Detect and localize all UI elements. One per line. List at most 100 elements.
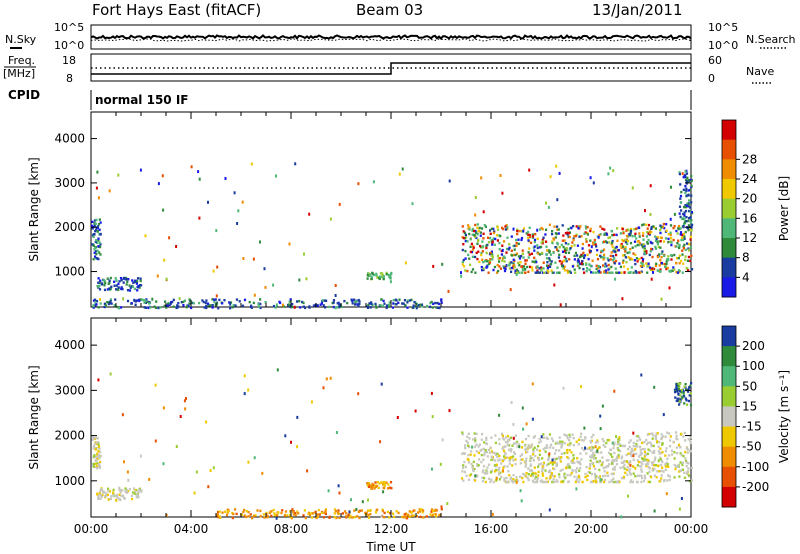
power-cell [319,303,322,306]
power-cell [538,267,541,270]
power-cell [654,227,657,230]
power-cell [558,271,561,274]
velocity-cell [475,450,478,453]
power-cell [370,277,373,281]
velocity-cell [594,479,598,482]
power-cell [469,250,472,254]
velocity-cell [98,462,101,465]
velocity-cell [668,475,671,478]
velocity-xtick-label: 00:00 [674,522,709,536]
power-cell [477,239,480,243]
velocity-cell [261,471,264,475]
power-cell [562,259,566,262]
power-colorbar-label: 20 [742,192,757,206]
power-cell [553,283,556,287]
velocity-cell [527,444,530,447]
velocity-cell [546,480,549,483]
velocity-cell [537,465,540,468]
power-cell [680,233,684,237]
velocity-cell [551,474,555,477]
power-cell [678,172,681,176]
velocity-cell [534,476,538,479]
power-colorbar-swatch [722,257,736,278]
power-cell [420,305,424,308]
velocity-cell [669,439,672,442]
power-cell [231,306,234,309]
velocity-cell [226,510,229,513]
power-cell [358,302,361,306]
velocity-cell [474,474,477,478]
power-cell [527,230,530,234]
power-cell [643,250,646,253]
power-cell [108,302,111,305]
power-cell [592,241,595,244]
velocity-cell [337,484,340,488]
velocity-cell [679,382,682,385]
power-cell [388,301,391,304]
velocity-cell [679,452,682,455]
velocity-cell [665,447,668,450]
power-cell [476,226,479,229]
power-cell [560,262,563,266]
velocity-cell [634,475,637,478]
velocity-cell [478,443,481,446]
power-cell [498,248,501,251]
power-cell [598,269,601,273]
velocity-cell [404,516,407,519]
velocity-cell [383,516,386,519]
power-cell [474,235,477,239]
velocity-cell [579,452,582,455]
power-cell [389,277,392,280]
velocity-cell [647,448,650,451]
power-colorbar-label: 24 [742,172,757,186]
velocity-cell [473,467,476,471]
power-cell [609,166,612,170]
power-cell [120,287,123,291]
power-cell [490,254,493,257]
velocity-cell [572,454,575,457]
velocity-cell [353,515,356,519]
power-cell [607,259,610,262]
velocity-cell [504,456,507,459]
power-cell [410,298,413,302]
power-cell [682,176,685,179]
velocity-cell [500,432,504,436]
velocity-cell [292,513,295,516]
power-cell [620,271,623,274]
power-cell [645,249,648,253]
power-cell [598,265,602,269]
power-cell [685,189,688,193]
power-cell [99,245,102,249]
power-cell [522,227,526,230]
power-cell [518,264,521,267]
velocity-cell [495,478,498,482]
power-cell [308,306,311,309]
velocity-cell [107,489,110,493]
power-cell [144,299,147,302]
velocity-cell [485,436,488,440]
velocity-cell [548,452,551,456]
velocity-cell [112,494,115,497]
power-cell [690,184,693,188]
power-cell [203,306,206,309]
power-cell [92,306,95,309]
power-cell [223,299,226,302]
velocity-cell [383,480,386,484]
power-cell [599,233,602,236]
velocity-cell [303,509,306,512]
velocity-cell [662,470,665,473]
velocity-cell [645,464,648,468]
velocity-cell [548,433,552,436]
velocity-cell [407,514,410,517]
power-cell [355,300,358,303]
power-cell [641,244,644,247]
power-cell [379,304,382,307]
velocity-cell [490,469,493,472]
velocity-cell [128,488,131,491]
power-cell [250,304,253,307]
power-cell [685,180,688,183]
power-cell [106,301,109,304]
power-cell [478,226,481,230]
power-cell [577,227,580,230]
power-cell [464,249,467,253]
